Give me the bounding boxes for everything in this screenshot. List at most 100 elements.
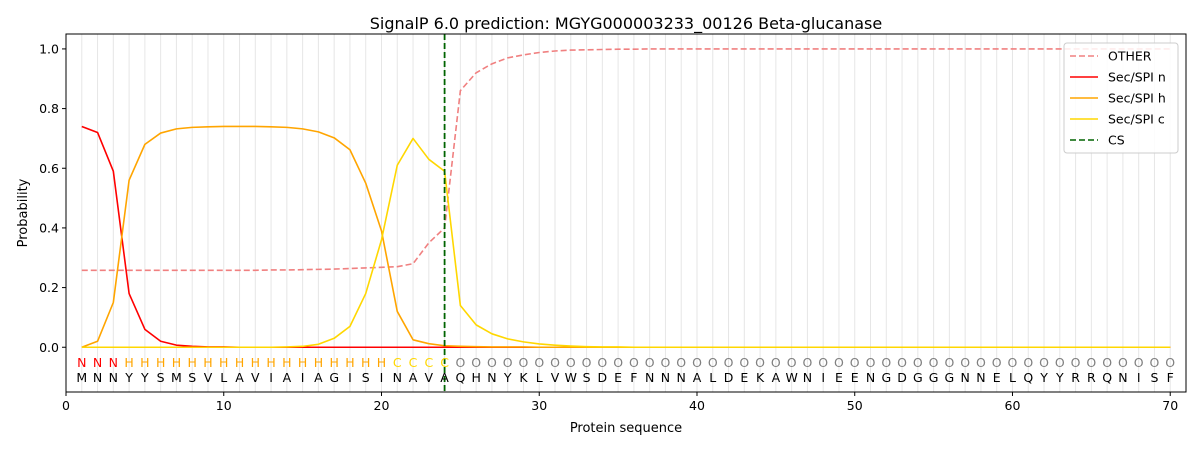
residue-letter: N [645, 370, 654, 385]
legend-label: Sec/SPI n [1108, 70, 1166, 85]
residue-letter: W [565, 370, 577, 385]
residue-letter: Q [1023, 370, 1033, 385]
region-label: O [739, 355, 749, 370]
residue-letter: A [693, 370, 702, 385]
region-label: O [818, 355, 828, 370]
residue-letter: V [204, 370, 213, 385]
region-label: N [93, 355, 102, 370]
region-label: O [503, 355, 513, 370]
legend-label: CS [1108, 133, 1125, 148]
residue-letter: Y [1055, 370, 1064, 385]
region-label: O [692, 355, 702, 370]
region-label: O [724, 355, 734, 370]
region-label: O [1102, 355, 1112, 370]
residue-letter: N [960, 370, 969, 385]
residue-letter: E [740, 370, 748, 385]
region-label: O [1055, 355, 1065, 370]
y-tick-label: 0.6 [39, 161, 59, 176]
region-label: O [597, 355, 607, 370]
residue-letter: V [425, 370, 434, 385]
residue-letter: N [866, 370, 875, 385]
legend: OTHER Sec/SPI n Sec/SPI h Sec/SPI c CS [1063, 42, 1179, 154]
region-label: H [187, 355, 196, 370]
residue-letter: V [551, 370, 560, 385]
residue-letter: L [1009, 370, 1016, 385]
region-label: C [440, 355, 449, 370]
region-label: O [582, 355, 592, 370]
x-tick-label: 40 [689, 398, 705, 413]
legend-label: OTHER [1108, 49, 1152, 64]
residue-letter: Q [1102, 370, 1112, 385]
region-label: O [519, 355, 529, 370]
region-label: H [235, 355, 244, 370]
region-label: H [345, 355, 354, 370]
y-axis-label: Probability [16, 178, 31, 247]
y-axis: 0.0 0.2 0.4 0.6 0.8 1.0 [39, 41, 66, 355]
region-label: O [676, 355, 686, 370]
residue-letter: I [269, 370, 273, 385]
y-tick-label: 0.4 [39, 220, 59, 235]
region-label: O [1039, 355, 1049, 370]
region-label: O [1134, 355, 1144, 370]
residue-letter: L [536, 370, 543, 385]
residue-letter: S [188, 370, 196, 385]
region-label: H [377, 355, 386, 370]
residue-letter: A [283, 370, 292, 385]
region-label: O [1165, 355, 1175, 370]
x-tick-label: 0 [62, 398, 70, 413]
residue-letter: F [1167, 370, 1174, 385]
series-line-other [81, 48, 1171, 272]
region-label: O [913, 355, 923, 370]
region-label: O [566, 355, 576, 370]
region-label: H [266, 355, 275, 370]
residue-letter: V [251, 370, 260, 385]
residue-letter: I [380, 370, 384, 385]
residue-letter: I [348, 370, 352, 385]
residue-letter: N [976, 370, 985, 385]
residue-letter: G [913, 370, 923, 385]
residue-letter: D [897, 370, 907, 385]
region-label: O [534, 355, 544, 370]
region-label: O [471, 355, 481, 370]
region-label: H [361, 355, 370, 370]
residue-letter: I [1137, 370, 1141, 385]
residue-letter: F [630, 370, 637, 385]
plot-frame [65, 33, 1187, 393]
region-label: H [172, 355, 181, 370]
vertical-grid [81, 34, 1171, 392]
region-label: O [550, 355, 560, 370]
region-label: O [992, 355, 1002, 370]
residue-letter: Y [124, 370, 133, 385]
series-line-sec-spi-h [81, 125, 1171, 349]
series-line-sec-spi-c [81, 137, 1171, 349]
residue-letter: M [76, 370, 87, 385]
region-label: O [1023, 355, 1033, 370]
region-label: O [1150, 355, 1160, 370]
region-label: O [802, 355, 812, 370]
residue-letter: M [171, 370, 182, 385]
region-label: O [1008, 355, 1018, 370]
residue-letter: L [220, 370, 227, 385]
y-tick-label: 1.0 [39, 41, 59, 56]
x-axis: 0 10 20 30 40 50 60 70 [62, 392, 1178, 413]
sequence-labels: NMNNNNHYHYHSHMHSHVHLHAHVHIHAHIHAHGHIHSHI… [76, 355, 1175, 385]
residue-letter: G [881, 370, 891, 385]
region-label: C [409, 355, 418, 370]
residue-letter: Y [140, 370, 149, 385]
series-line-sec-spi-n [81, 125, 1171, 349]
residue-letter: G [945, 370, 955, 385]
residue-letter: E [614, 370, 622, 385]
residue-letter: N [677, 370, 686, 385]
residue-letter: W [785, 370, 797, 385]
region-label: O [487, 355, 497, 370]
y-tick-label: 0.8 [39, 101, 59, 116]
region-label: O [881, 355, 891, 370]
residue-letter: D [598, 370, 608, 385]
residue-letter: S [362, 370, 370, 385]
x-tick-label: 50 [847, 398, 863, 413]
region-label: O [976, 355, 986, 370]
residue-letter: N [487, 370, 496, 385]
residue-letter: S [157, 370, 165, 385]
residue-letter: N [393, 370, 402, 385]
